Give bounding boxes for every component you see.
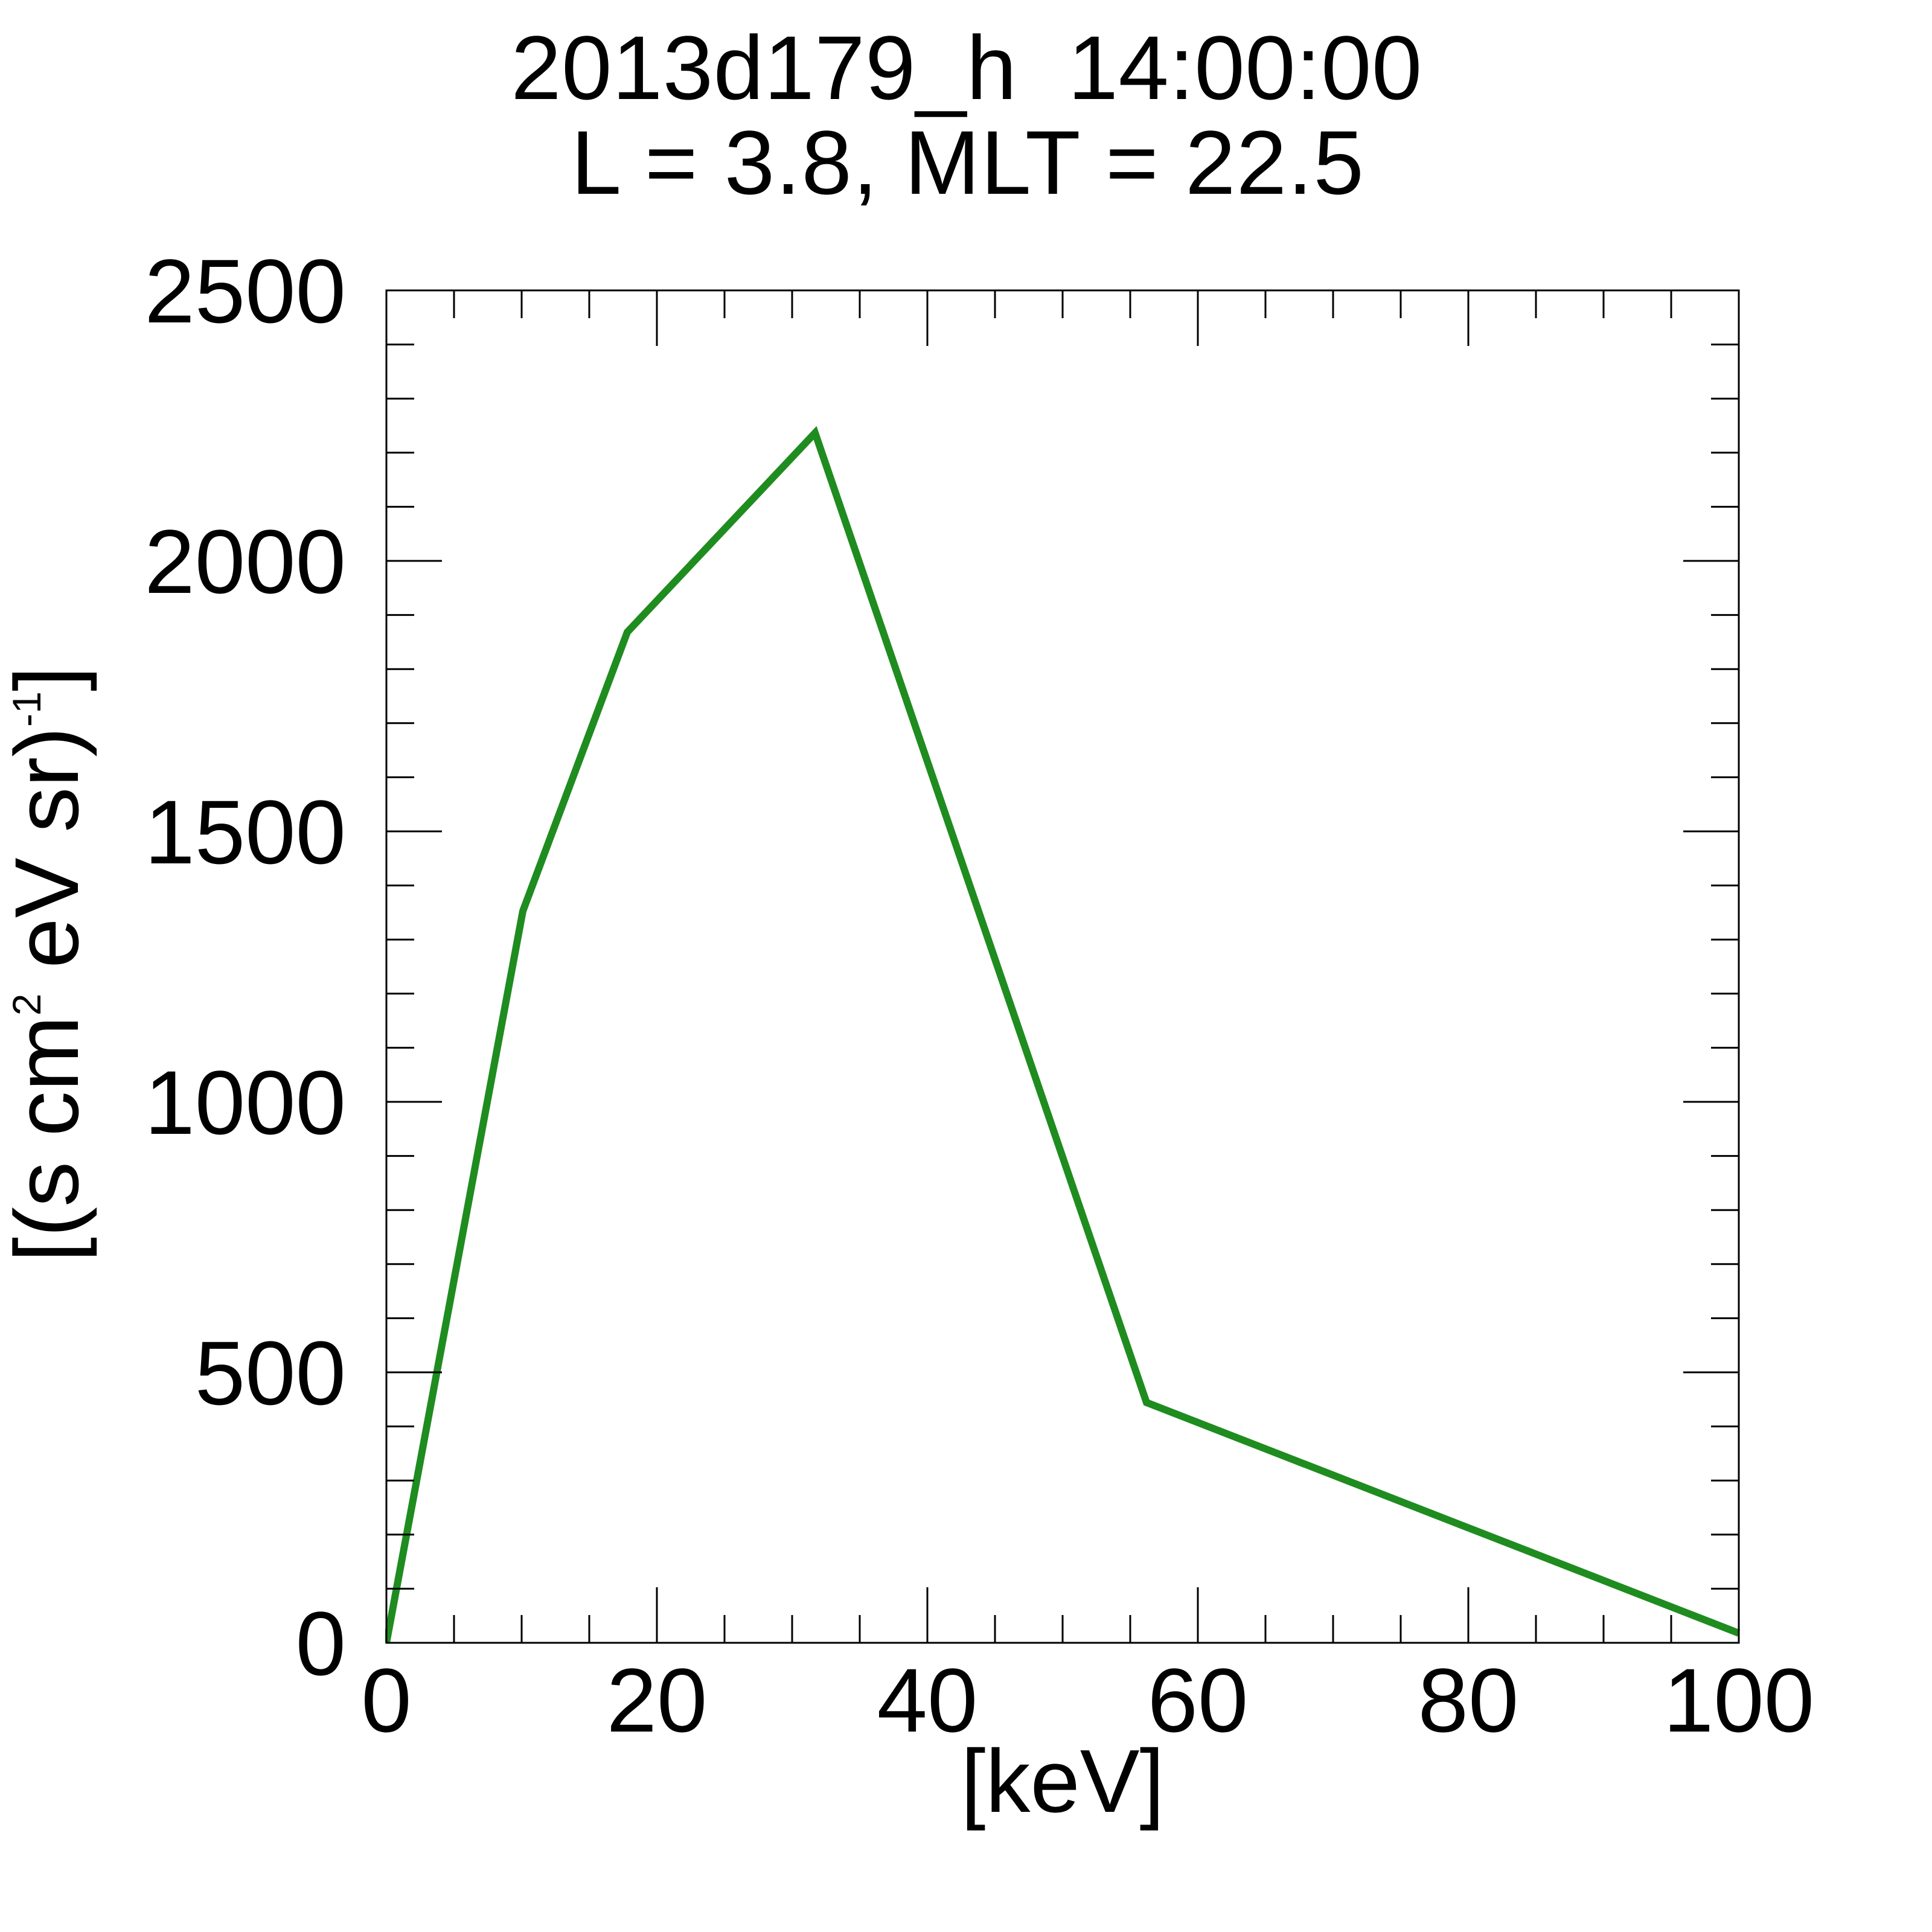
svg-text:20: 20 bbox=[607, 1649, 708, 1751]
svg-text:500: 500 bbox=[195, 1322, 346, 1424]
svg-text:L = 3.8, MLT = 22.5: L = 3.8, MLT = 22.5 bbox=[571, 112, 1364, 213]
svg-text:[(s cm2 eV sr)-1]: [(s cm2 eV sr)-1] bbox=[0, 666, 97, 1262]
svg-text:80: 80 bbox=[1418, 1649, 1519, 1751]
svg-text:40: 40 bbox=[877, 1649, 978, 1751]
svg-text:2000: 2000 bbox=[144, 511, 346, 612]
svg-text:1500: 1500 bbox=[144, 781, 346, 883]
svg-text:1000: 1000 bbox=[144, 1052, 346, 1153]
svg-text:0: 0 bbox=[296, 1593, 346, 1694]
svg-text:2500: 2500 bbox=[144, 240, 346, 342]
svg-text:60: 60 bbox=[1148, 1649, 1249, 1751]
svg-text:100: 100 bbox=[1663, 1649, 1814, 1751]
svg-text:0: 0 bbox=[361, 1649, 411, 1751]
svg-text:[keV]: [keV] bbox=[961, 1732, 1164, 1831]
svg-text:2013d179_h 14:00:00: 2013d179_h 14:00:00 bbox=[511, 17, 1422, 118]
